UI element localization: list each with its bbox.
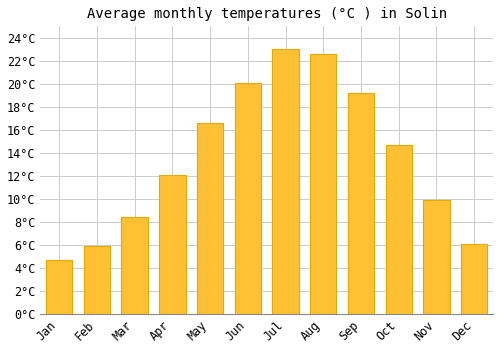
Bar [197, 123, 224, 314]
Bar [310, 54, 336, 314]
Bar [46, 260, 72, 314]
Bar [84, 246, 110, 314]
Bar [122, 217, 148, 314]
Title: Average monthly temperatures (°C ) in Solin: Average monthly temperatures (°C ) in So… [86, 7, 446, 21]
Bar [272, 49, 299, 314]
Bar [424, 200, 450, 314]
Bar [234, 83, 261, 314]
Bar [386, 145, 412, 314]
Bar [461, 244, 487, 314]
Bar [348, 93, 374, 314]
Bar [159, 175, 186, 314]
